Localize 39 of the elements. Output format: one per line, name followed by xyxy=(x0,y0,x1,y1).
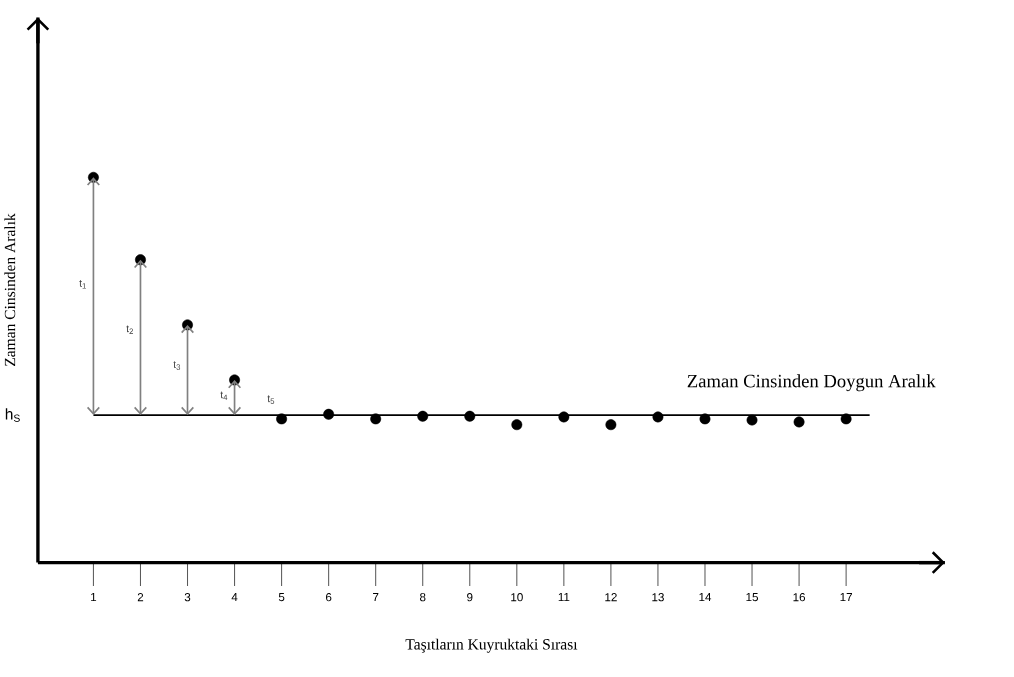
point xyxy=(699,413,711,425)
ref-line-label: h$_{S}$ xyxy=(5,408,20,422)
x-tick-label: 9 xyxy=(467,593,473,602)
x-tick-label: 11 xyxy=(558,593,570,602)
x-tick-label: 1 xyxy=(91,593,97,602)
x-tick-label: 3 xyxy=(184,593,191,602)
point xyxy=(276,413,288,425)
x-tick-label: 8 xyxy=(420,593,426,602)
x-tick-label: 13 xyxy=(652,593,664,602)
annotation: t$_{5}$ xyxy=(267,395,275,404)
x-tick-label: 16 xyxy=(793,593,806,602)
point xyxy=(840,413,852,425)
x-tick-label: 10 xyxy=(511,593,523,602)
point xyxy=(370,413,382,425)
x-tick-label: 7 xyxy=(373,593,379,602)
point xyxy=(605,419,617,431)
point xyxy=(746,414,758,426)
point xyxy=(511,419,523,431)
point xyxy=(558,411,570,423)
y-axis-title: Zaman Cinsinden Aralık xyxy=(4,213,16,366)
x-tick-label: 14 xyxy=(699,593,712,602)
text: t$_{1}$ xyxy=(79,280,86,289)
point xyxy=(793,416,805,428)
x-tick-label: 6 xyxy=(325,593,332,602)
x-tick-label: 12 xyxy=(605,593,617,602)
point xyxy=(417,410,429,422)
point xyxy=(464,410,476,422)
annotation: t$_{3}$ xyxy=(173,361,181,370)
point xyxy=(323,408,335,420)
x-tick-label: 15 xyxy=(746,593,759,602)
annotation: t$_{4}$ xyxy=(220,391,228,400)
annotation: Zaman Cinsinden Doygun Aralık xyxy=(687,374,936,392)
x-tick-label: 4 xyxy=(231,593,238,602)
x-tick-label: 2 xyxy=(137,593,144,602)
x-axis-title: Taşıtların Kuyruktaki Sırası xyxy=(405,638,578,653)
point xyxy=(652,411,664,423)
x-tick-label: 17 xyxy=(840,593,852,602)
x-tick-label: 5 xyxy=(278,593,285,602)
annotation: t$_{2}$ xyxy=(126,325,134,334)
